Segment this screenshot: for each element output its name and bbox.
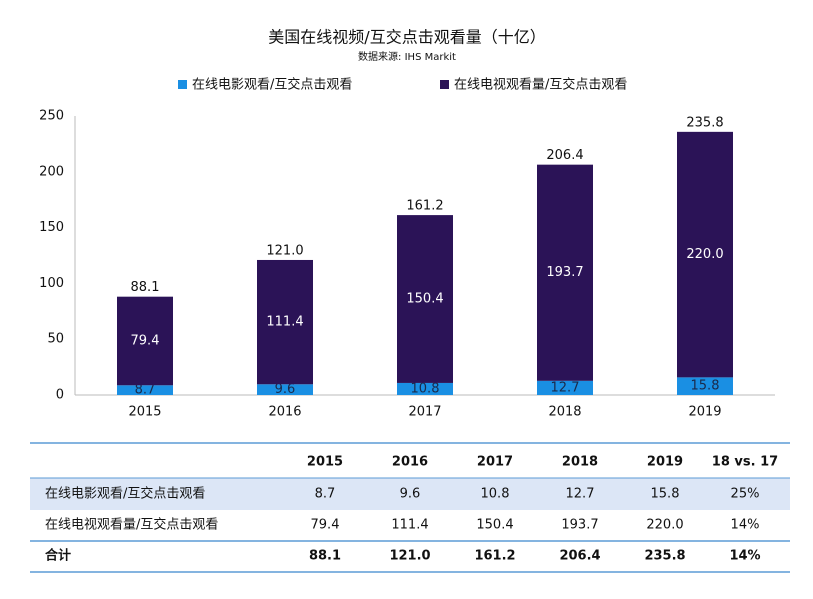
table-cell: 193.7 [561, 518, 598, 533]
table-cell: 14% [731, 518, 760, 533]
bar-segment [677, 377, 733, 395]
table-header: 18 vs. 17 [712, 455, 778, 470]
row-label: 在线电影观看/互交点击观看 [45, 486, 205, 502]
y-tick-label: 0 [56, 388, 64, 403]
row-label: 在线电视观看量/互交点击观看 [45, 517, 218, 533]
total-label: 161.2 [406, 199, 443, 214]
legend-swatch [178, 80, 187, 89]
x-tick-label: 2018 [548, 405, 581, 420]
bar-segment [397, 215, 453, 383]
value-label: 8.7 [135, 383, 156, 398]
value-label: 111.4 [266, 315, 303, 330]
value-label: 193.7 [546, 265, 583, 280]
value-label: 79.4 [131, 333, 160, 348]
x-tick-label: 2019 [688, 405, 721, 420]
value-label: 10.8 [411, 381, 440, 396]
table-cell: 25% [731, 487, 760, 502]
legend-label: 在线电影观看/互交点击观看 [192, 77, 352, 93]
bar-segment [257, 384, 313, 395]
y-tick-label: 50 [47, 332, 64, 347]
bar-segment [537, 380, 593, 395]
total-label: 235.8 [686, 115, 723, 130]
value-label: 220.0 [686, 247, 723, 262]
table-header: 2018 [562, 455, 598, 470]
table-cell: 161.2 [474, 549, 515, 564]
total-label: 88.1 [131, 280, 160, 295]
row-highlight [30, 478, 790, 510]
bar-segment [537, 164, 593, 381]
bar-segment [397, 382, 453, 395]
table-cell: 88.1 [309, 549, 341, 564]
y-tick-label: 200 [39, 164, 64, 179]
bar-segment [117, 296, 173, 386]
chart-title: 美国在线视频/互交点击观看量（十亿） [268, 28, 545, 47]
x-tick-label: 2015 [128, 405, 161, 420]
bar-segment [257, 259, 313, 385]
table-header: 2015 [307, 455, 343, 470]
row-label: 合计 [45, 548, 71, 564]
table-cell: 150.4 [476, 518, 513, 533]
table-cell: 14% [729, 549, 760, 564]
table-cell: 10.8 [481, 487, 510, 502]
table-cell: 235.8 [644, 549, 685, 564]
legend-swatch [440, 80, 449, 89]
bar-segment [677, 131, 733, 378]
bar-segment [117, 385, 173, 395]
legend-label: 在线电视观看量/互交点击观看 [454, 77, 627, 93]
x-tick-label: 2016 [268, 405, 301, 420]
y-tick-label: 100 [39, 276, 64, 291]
value-label: 15.8 [691, 379, 720, 394]
value-label: 12.7 [551, 380, 580, 395]
table-cell: 9.6 [400, 487, 421, 502]
table-header: 2017 [477, 455, 513, 470]
y-tick-label: 250 [39, 109, 64, 124]
total-label: 121.0 [266, 243, 303, 258]
table-cell: 12.7 [566, 487, 595, 502]
table-cell: 206.4 [559, 549, 600, 564]
table-cell: 121.0 [389, 549, 430, 564]
total-label: 206.4 [546, 148, 583, 163]
table-cell: 111.4 [391, 518, 428, 533]
table-cell: 220.0 [646, 518, 683, 533]
chart-subtitle: 数据来源: IHS Markit [358, 50, 456, 63]
table-header: 2016 [392, 455, 428, 470]
table-header: 2019 [647, 455, 683, 470]
value-label: 150.4 [406, 292, 443, 307]
table-cell: 79.4 [311, 518, 340, 533]
table-cell: 15.8 [651, 487, 680, 502]
y-tick-label: 150 [39, 220, 64, 235]
value-label: 9.6 [275, 382, 296, 397]
x-tick-label: 2017 [408, 405, 441, 420]
table-cell: 8.7 [315, 487, 336, 502]
